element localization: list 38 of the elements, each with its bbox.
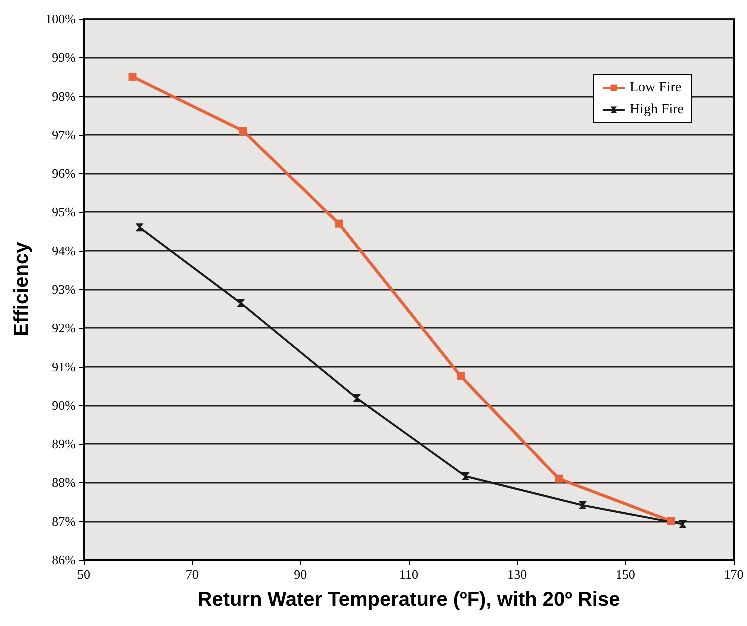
legend-label: High Fire (630, 102, 684, 118)
point (136, 224, 144, 232)
y-tick-label: 96% (52, 166, 76, 182)
legend-label: Low Fire (630, 80, 682, 96)
y-tick-label: 95% (52, 204, 76, 220)
point (555, 474, 564, 483)
y-tick-label: 87% (52, 514, 76, 529)
y-axis-title: Efficiency (11, 241, 33, 337)
y-tick-label: 99% (52, 50, 76, 66)
point (457, 372, 465, 380)
point (578, 502, 587, 510)
x-tick-label: 130 (508, 567, 528, 582)
point (239, 127, 248, 136)
y-tick-label: 97% (52, 127, 76, 142)
x-tick-label: 110 (399, 567, 419, 582)
x-tick-label: 50 (78, 567, 90, 582)
y-tick-label: 98% (52, 88, 76, 104)
x-tick-label: 150 (616, 567, 636, 582)
y-tick-label: 100% (46, 12, 76, 26)
x-tick-label: 90 (294, 567, 308, 582)
point (128, 72, 137, 81)
x-axis-title: Return Water Temperature (ºF), with 20º Rise (198, 589, 620, 611)
point (237, 299, 246, 308)
x-tick-label: 70 (186, 567, 199, 582)
point (353, 394, 361, 402)
x-tick-label: 170 (724, 567, 744, 582)
y-tick-label: 88% (52, 475, 76, 490)
point (679, 520, 688, 528)
y-tick-label: 91% (52, 359, 76, 374)
point (667, 517, 676, 526)
y-tick-label: 93% (52, 282, 76, 297)
y-tick-label: 89% (52, 436, 76, 452)
point (335, 220, 344, 228)
y-tick-label: 92% (52, 320, 76, 336)
point (462, 472, 470, 481)
y-tick-label: 90% (52, 398, 76, 413)
y-tick-label: 94% (52, 243, 76, 258)
y-tick-label: 86% (52, 552, 76, 568)
